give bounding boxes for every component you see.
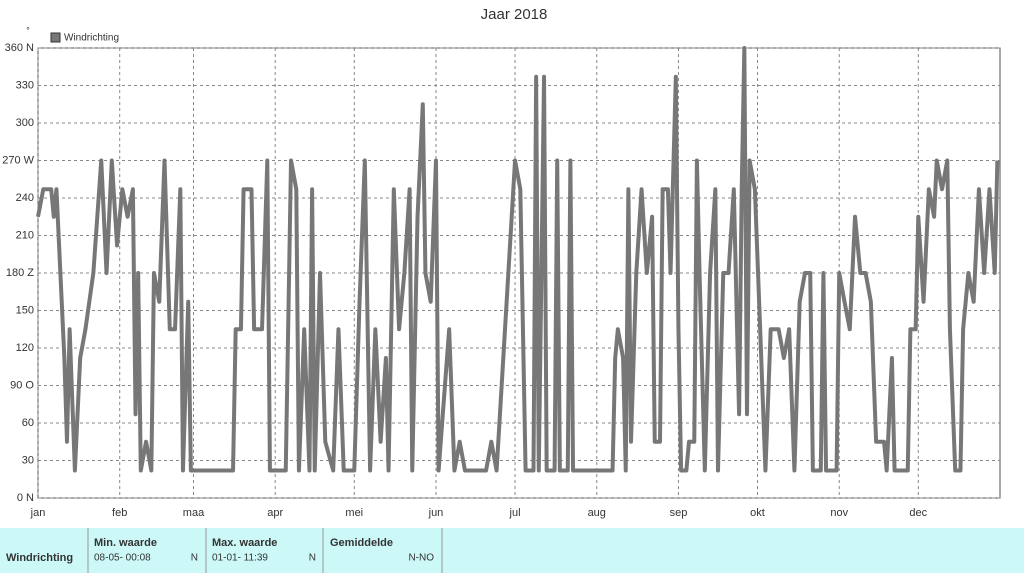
x-tick-label: aug bbox=[588, 507, 606, 519]
x-tick-label: feb bbox=[112, 507, 127, 519]
cell: N bbox=[309, 553, 316, 564]
column-header: Min. waarde bbox=[94, 537, 157, 549]
y-tick-label: 90 O bbox=[10, 379, 34, 391]
x-tick-label: dec bbox=[909, 507, 927, 519]
x-tick-label: jul bbox=[509, 507, 521, 519]
y-tick-label: 240 bbox=[16, 192, 34, 204]
x-tick-label: apr bbox=[267, 507, 283, 519]
x-tick-label: nov bbox=[830, 507, 848, 519]
y-tick-label: 210 bbox=[16, 229, 34, 241]
column-header: Gemiddelde bbox=[330, 537, 393, 549]
x-tick-label: jun bbox=[428, 507, 444, 519]
y-tick-label: 330 bbox=[16, 79, 34, 91]
x-tick-label: okt bbox=[750, 507, 765, 519]
column-header: Max. waarde bbox=[212, 537, 277, 549]
y-tick-label: 270 W bbox=[2, 154, 34, 166]
x-tick-label: mei bbox=[345, 507, 363, 519]
cell: N-NO bbox=[408, 553, 434, 564]
y-unit: ° bbox=[26, 25, 30, 35]
legend-label: Windrichting bbox=[64, 33, 119, 44]
y-tick-label: 30 bbox=[22, 454, 34, 466]
row-label: Windrichting bbox=[6, 552, 73, 564]
y-tick-label: 180 Z bbox=[6, 267, 34, 279]
x-tick-label: jan bbox=[30, 507, 46, 519]
y-tick-label: 0 N bbox=[17, 492, 34, 504]
y-tick-label: 120 bbox=[16, 342, 34, 354]
y-tick-label: 360 N bbox=[5, 42, 34, 54]
cell: N bbox=[191, 553, 198, 564]
y-tick-label: 60 bbox=[22, 417, 34, 429]
summary-panel bbox=[0, 528, 1024, 573]
cell: 08-05- 00:08 bbox=[94, 553, 151, 564]
y-tick-label: 300 bbox=[16, 117, 34, 129]
x-tick-label: sep bbox=[670, 507, 688, 519]
legend-marker bbox=[50, 32, 61, 43]
data-line bbox=[36, 46, 1000, 473]
chart-title: Jaar 2018 bbox=[481, 6, 548, 23]
x-tick-label: maa bbox=[183, 507, 205, 519]
y-tick-label: 150 bbox=[16, 304, 34, 316]
cell: 01-01- 11:39 bbox=[212, 553, 268, 564]
